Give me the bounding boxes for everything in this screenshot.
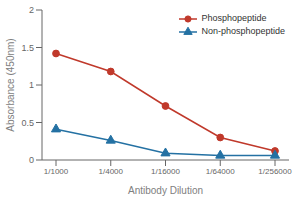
html-text:Non-phosphopeptide: Non-phosphopeptide (201, 26, 285, 36)
svg-text:1/1000: 1/1000 (44, 167, 69, 176)
svg-text:0.5: 0.5 (21, 118, 34, 128)
html-text:Phosphopeptide: Phosphopeptide (201, 13, 267, 23)
svg-text:1/64000: 1/64000 (206, 167, 235, 176)
svg-text:1.5: 1.5 (21, 43, 34, 53)
svg-text:1: 1 (29, 80, 34, 90)
svg-text:1/256000: 1/256000 (258, 167, 292, 176)
svg-text:Antibody Dilution: Antibody Dilution (128, 185, 203, 196)
svg-text:0: 0 (29, 155, 34, 165)
svg-text:1/16000: 1/16000 (151, 167, 180, 176)
svg-text:1/4000: 1/4000 (99, 167, 124, 176)
svg-text:2: 2 (29, 5, 34, 15)
svg-text:Absorbance (450nm): Absorbance (450nm) (8, 38, 16, 131)
